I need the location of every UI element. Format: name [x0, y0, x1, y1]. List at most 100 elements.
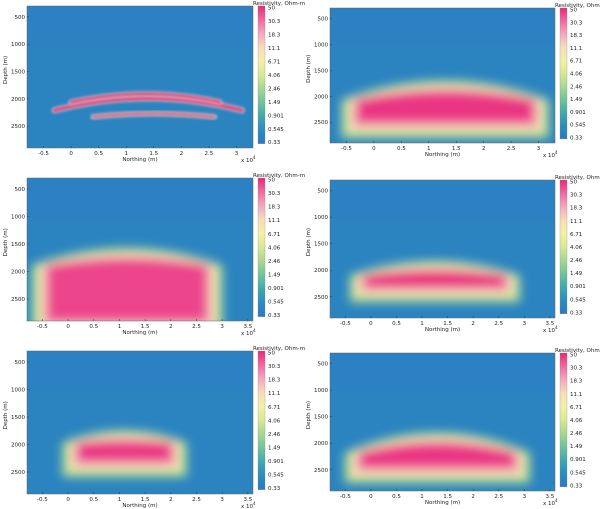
- x-multiplier-label: x 104: [241, 501, 256, 509]
- colorbar-tick-label: 30.3: [570, 366, 583, 372]
- x-tick-label: 3: [523, 494, 527, 500]
- colorbar-tick-label: 6.71: [268, 405, 280, 411]
- x-tick-label: 0: [369, 494, 373, 500]
- x-tick-label: -0.5: [340, 321, 351, 327]
- y-tick-label: 2000: [11, 270, 25, 276]
- colorbar-tick-label: 0.33: [570, 310, 583, 316]
- y-axis-label: Depth (m): [306, 401, 312, 429]
- colorbar: [559, 179, 568, 315]
- y-tick-label: 1000: [11, 42, 25, 48]
- colorbar-tick-label: 50: [570, 180, 577, 186]
- y-axis-label: Depth (m): [306, 228, 312, 256]
- colorbar-tick-label: 6.71: [570, 232, 582, 238]
- x-tick-label: 0.5: [392, 321, 401, 327]
- x-tick-label: 1: [118, 324, 122, 330]
- y-tick-label: 2000: [11, 97, 25, 103]
- x-multiplier-label: x 104: [543, 325, 558, 334]
- x-tick-label: 2: [169, 324, 173, 330]
- heatmap-panel-1: -0.5 0 0.5 1 1.5 2 2.5 3 500 1000 1500 2000 2500 Nort…: [3, 1, 305, 164]
- x-multiplier-label: x 104: [543, 498, 558, 507]
- x-tick-label: 0: [372, 146, 376, 152]
- y-tick-label: 2000: [314, 268, 328, 274]
- colorbar: [257, 5, 266, 144]
- y-tick-label: 500: [318, 189, 329, 195]
- x-tick-label: -0.5: [340, 494, 351, 500]
- colorbar-tick-label: 2.46: [570, 431, 583, 437]
- x-tick-label: 2: [471, 321, 475, 327]
- x-tick-label: 1: [118, 497, 122, 503]
- colorbar-tick-label: 6.71: [570, 59, 582, 65]
- x-tick-label: 3.5: [546, 494, 555, 500]
- colorbar-tick-label: 0.901: [268, 459, 284, 465]
- colorbar-tick-label: 18.3: [268, 205, 281, 211]
- y-tick-label: 1500: [314, 415, 328, 421]
- colorbar-tick-label: 0.901: [570, 457, 586, 463]
- y-tick-label: 500: [15, 360, 26, 366]
- y-axis-label: Depth (m): [3, 56, 9, 84]
- x-tick-label: 1: [420, 494, 424, 500]
- x-axis-label: Northing (m): [425, 152, 460, 158]
- colorbar-tick-label: 50: [570, 353, 577, 359]
- x-tick-label: 0.5: [89, 497, 98, 503]
- colorbar-tick-label: 4.06: [268, 245, 281, 251]
- x-tick-label: 2.5: [507, 146, 516, 152]
- x-tick-label: 2: [180, 151, 184, 157]
- y-tick-label: 500: [318, 362, 329, 368]
- colorbar-tick-label: 2.46: [268, 259, 281, 265]
- colorbar-tick-label: 0.901: [570, 110, 586, 116]
- y-tick-label: 1000: [314, 388, 328, 394]
- colorbar-tick-label: 0.901: [268, 113, 284, 119]
- colorbar-tick-label: 4.06: [268, 73, 281, 79]
- y-tick-label: 1000: [314, 42, 328, 48]
- y-axis-label: Depth (m): [3, 228, 9, 256]
- colorbar: [257, 350, 266, 490]
- colorbar-tick-label: 18.3: [570, 379, 583, 385]
- x-tick-label: 1: [427, 146, 431, 152]
- colorbar-tick-label: 0.545: [570, 470, 586, 476]
- x-tick-label: 0: [66, 497, 70, 503]
- x-tick-label: 1: [124, 151, 128, 157]
- colorbar-tick-label: 2.46: [268, 86, 281, 92]
- y-tick-label: 1500: [314, 68, 328, 74]
- colorbar-tick-label: 1.49: [268, 100, 281, 106]
- colorbar-tick-label: 1.49: [268, 272, 281, 278]
- colorbar-tick-label: 0.545: [268, 473, 284, 479]
- y-tick-label: 500: [15, 15, 26, 21]
- x-tick-label: 3: [220, 324, 224, 330]
- resistive-layer: [90, 110, 218, 120]
- x-tick-label: 2: [169, 497, 173, 503]
- heatmap-panel-6: -0.5 0 0.5 1 1.5 2 2.5 3 3.5 500 1000 1500 2000 2500 N…: [306, 348, 600, 507]
- x-axis-label: Northing (m): [122, 503, 157, 509]
- x-tick-label: 3: [235, 151, 239, 157]
- resistive-body: [344, 432, 531, 484]
- y-tick-label: 2500: [11, 297, 25, 303]
- x-axis-label: Northing (m): [425, 500, 460, 506]
- x-tick-label: 1.5: [141, 497, 150, 503]
- x-multiplier-label: x 104: [543, 150, 558, 159]
- x-tick-label: 3.5: [546, 321, 555, 327]
- resistive-body: [62, 430, 187, 477]
- colorbar-tick-label: 0.33: [268, 140, 281, 146]
- x-tick-label: 2.5: [205, 151, 214, 157]
- y-axis-label: Depth (m): [306, 55, 312, 83]
- colorbar-tick-label: 30.3: [268, 364, 281, 370]
- colorbar-tick-label: 50: [570, 8, 577, 14]
- x-tick-label: 1.5: [149, 151, 158, 157]
- colorbar-tick-label: 0.545: [570, 297, 586, 303]
- colorbar-tick-label: 11.1: [570, 46, 582, 52]
- colorbar-tick-label: 30.3: [570, 193, 583, 199]
- y-tick-label: 2500: [11, 124, 25, 130]
- colorbar-title: Resistivity, Ohm-m: [555, 3, 600, 9]
- y-tick-label: 1500: [11, 242, 25, 248]
- colorbar-tick-label: 0.33: [570, 483, 583, 489]
- x-tick-label: 0.5: [397, 146, 406, 152]
- colorbar-tick-label: 50: [268, 351, 275, 357]
- x-tick-label: 2: [482, 146, 486, 152]
- x-tick-label: 2.5: [494, 494, 503, 500]
- colorbar-tick-label: 50: [268, 6, 275, 12]
- y-tick-label: 2500: [11, 470, 25, 476]
- x-tick-label: -0.5: [37, 497, 48, 503]
- y-tick-label: 1500: [314, 242, 328, 248]
- resistive-layer: [68, 91, 223, 105]
- x-tick-label: 2.5: [192, 324, 201, 330]
